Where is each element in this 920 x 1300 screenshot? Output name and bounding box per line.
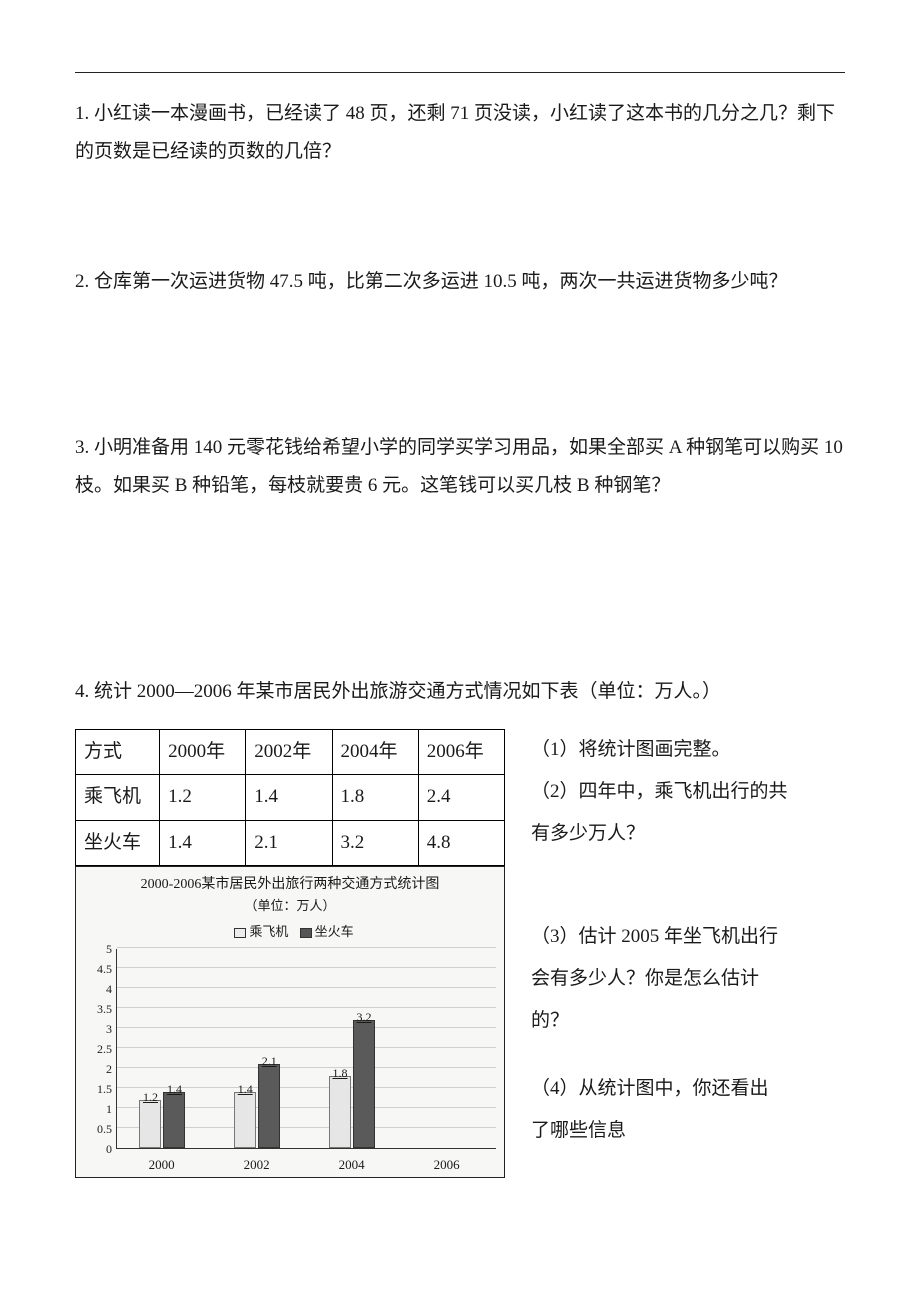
q4-chart: 2000-2006某市居民外出旅行两种交通方式统计图 （单位：万人） 乘飞机 坐… <box>75 866 505 1178</box>
chart-title: 2000-2006某市居民外出旅行两种交通方式统计图 <box>84 875 496 895</box>
chart-x-tick-label: 2000 <box>149 1152 175 1178</box>
problem-4-intro: 4. 统计 2000—2006 年某市居民外出旅游交通方式情况如下表（单位：万人… <box>75 673 845 711</box>
row-name: 坐火车 <box>76 820 160 865</box>
q4-sub3-line3: 的？ <box>531 1002 845 1040</box>
cell: 1.2 <box>160 775 246 820</box>
chart-x-tick-label: 2002 <box>244 1152 270 1178</box>
legend-label-plane: 乘飞机 <box>249 924 288 939</box>
table-header-year: 2002年 <box>246 730 332 775</box>
q4-sub-right-top: （1）将统计图画完整。 （2）四年中，乘飞机出行的共 有多少万人？ <box>531 729 845 857</box>
answer-space-1 <box>75 189 845 263</box>
table-row-train: 坐火车 1.4 2.1 3.2 4.8 <box>76 820 505 865</box>
problem-2: 2. 仓库第一次运进货物 47.5 吨，比第二次多运进 10.5 吨，两次一共运… <box>75 263 845 301</box>
header-rule <box>75 72 845 73</box>
q4-sub1: （1）将统计图画完整。 <box>531 731 845 769</box>
chart-bar-value-label: 1.4 <box>167 1077 182 1101</box>
answer-space-2 <box>75 319 845 429</box>
chart-bar-plane: 1.2 <box>139 1100 161 1148</box>
table-header-year: 2000年 <box>160 730 246 775</box>
problem-1: 1. 小红读一本漫画书，已经读了 48 页，还剩 71 页没读，小红读了这本书的… <box>75 95 845 171</box>
cell: 1.4 <box>160 820 246 865</box>
cell: 3.2 <box>332 820 418 865</box>
chart-subtitle: （单位：万人） <box>84 898 496 915</box>
chart-y-axis: 00.511.522.533.544.55 <box>84 949 116 1149</box>
table-header-year: 2004年 <box>332 730 418 775</box>
cell: 1.4 <box>246 775 332 820</box>
q4-sub2-line2: 有多少万人？ <box>531 815 845 853</box>
chart-bar-plane: 1.8 <box>329 1076 351 1148</box>
chart-bar-group: 1.83.2 <box>322 1020 382 1148</box>
chart-gridline <box>117 1007 496 1008</box>
chart-gridline <box>117 967 496 968</box>
legend-swatch-train <box>300 928 312 938</box>
problem-3: 3. 小明准备用 140 元零花钱给希望小学的同学买学习用品，如果全部买 A 种… <box>75 429 845 505</box>
chart-gridline <box>117 987 496 988</box>
q4-chart-and-subs: 2000-2006某市居民外出旅行两种交通方式统计图 （单位：万人） 乘飞机 坐… <box>75 866 845 1178</box>
chart-bar-train: 2.1 <box>258 1064 280 1148</box>
q4-table-and-sub1: 方式 2000年 2002年 2004年 2006年 乘飞机 1.2 1.4 1… <box>75 729 845 866</box>
chart-plot: 1.21.41.42.11.83.2 <box>116 949 496 1149</box>
cell: 1.8 <box>332 775 418 820</box>
q4-sub2-line1: （2）四年中，乘飞机出行的共 <box>531 773 845 811</box>
answer-space-3 <box>75 523 845 673</box>
chart-gridline <box>117 1047 496 1048</box>
chart-bar-value-label: 1.2 <box>143 1085 158 1109</box>
chart-bar-group: 1.21.4 <box>132 1092 192 1148</box>
table-row-plane: 乘飞机 1.2 1.4 1.8 2.4 <box>76 775 505 820</box>
chart-y-tick-label: 5 <box>106 937 112 961</box>
table-header-mode: 方式 <box>76 730 160 775</box>
cell: 2.4 <box>418 775 504 820</box>
q4-sub3-line2: 会有多少人？你是怎么估计 <box>531 960 845 998</box>
chart-x-tick-label: 2006 <box>434 1152 460 1178</box>
q4-data-table: 方式 2000年 2002年 2004年 2006年 乘飞机 1.2 1.4 1… <box>75 729 505 866</box>
chart-gridline <box>117 1067 496 1068</box>
cell: 4.8 <box>418 820 504 865</box>
table-row-header: 方式 2000年 2002年 2004年 2006年 <box>76 730 505 775</box>
chart-bar-train: 1.4 <box>163 1092 185 1148</box>
chart-bar-value-label: 1.8 <box>332 1061 347 1085</box>
chart-legend: 乘飞机 坐火车 <box>84 919 496 945</box>
row-name: 乘飞机 <box>76 775 160 820</box>
chart-x-tick-label: 2004 <box>339 1152 365 1178</box>
chart-gridline <box>117 1027 496 1028</box>
q4-sub4-line1: （4）从统计图中，你还看出 <box>531 1070 845 1108</box>
chart-bar-plane: 1.4 <box>234 1092 256 1148</box>
chart-gridline <box>117 947 496 948</box>
legend-swatch-plane <box>234 928 246 938</box>
chart-plot-area: 00.511.522.533.544.55 1.21.41.42.11.83.2 <box>84 949 496 1149</box>
chart-bar-train: 3.2 <box>353 1020 375 1148</box>
chart-bar-group: 1.42.1 <box>227 1064 287 1148</box>
chart-x-axis: 2000200220042006 <box>116 1149 496 1171</box>
q4-sub-right-bottom: （3）估计 2005 年坐飞机出行 会有多少人？你是怎么估计 的？ （4）从统计… <box>531 866 845 1154</box>
table-header-year: 2006年 <box>418 730 504 775</box>
cell: 2.1 <box>246 820 332 865</box>
legend-label-train: 坐火车 <box>315 924 354 939</box>
q4-sub3-line1: （3）估计 2005 年坐飞机出行 <box>531 918 845 956</box>
chart-bar-value-label: 2.1 <box>262 1049 277 1073</box>
q4-sub4-line2: 了哪些信息 <box>531 1112 845 1150</box>
chart-bar-value-label: 1.4 <box>238 1077 253 1101</box>
chart-bar-value-label: 3.2 <box>356 1005 371 1029</box>
